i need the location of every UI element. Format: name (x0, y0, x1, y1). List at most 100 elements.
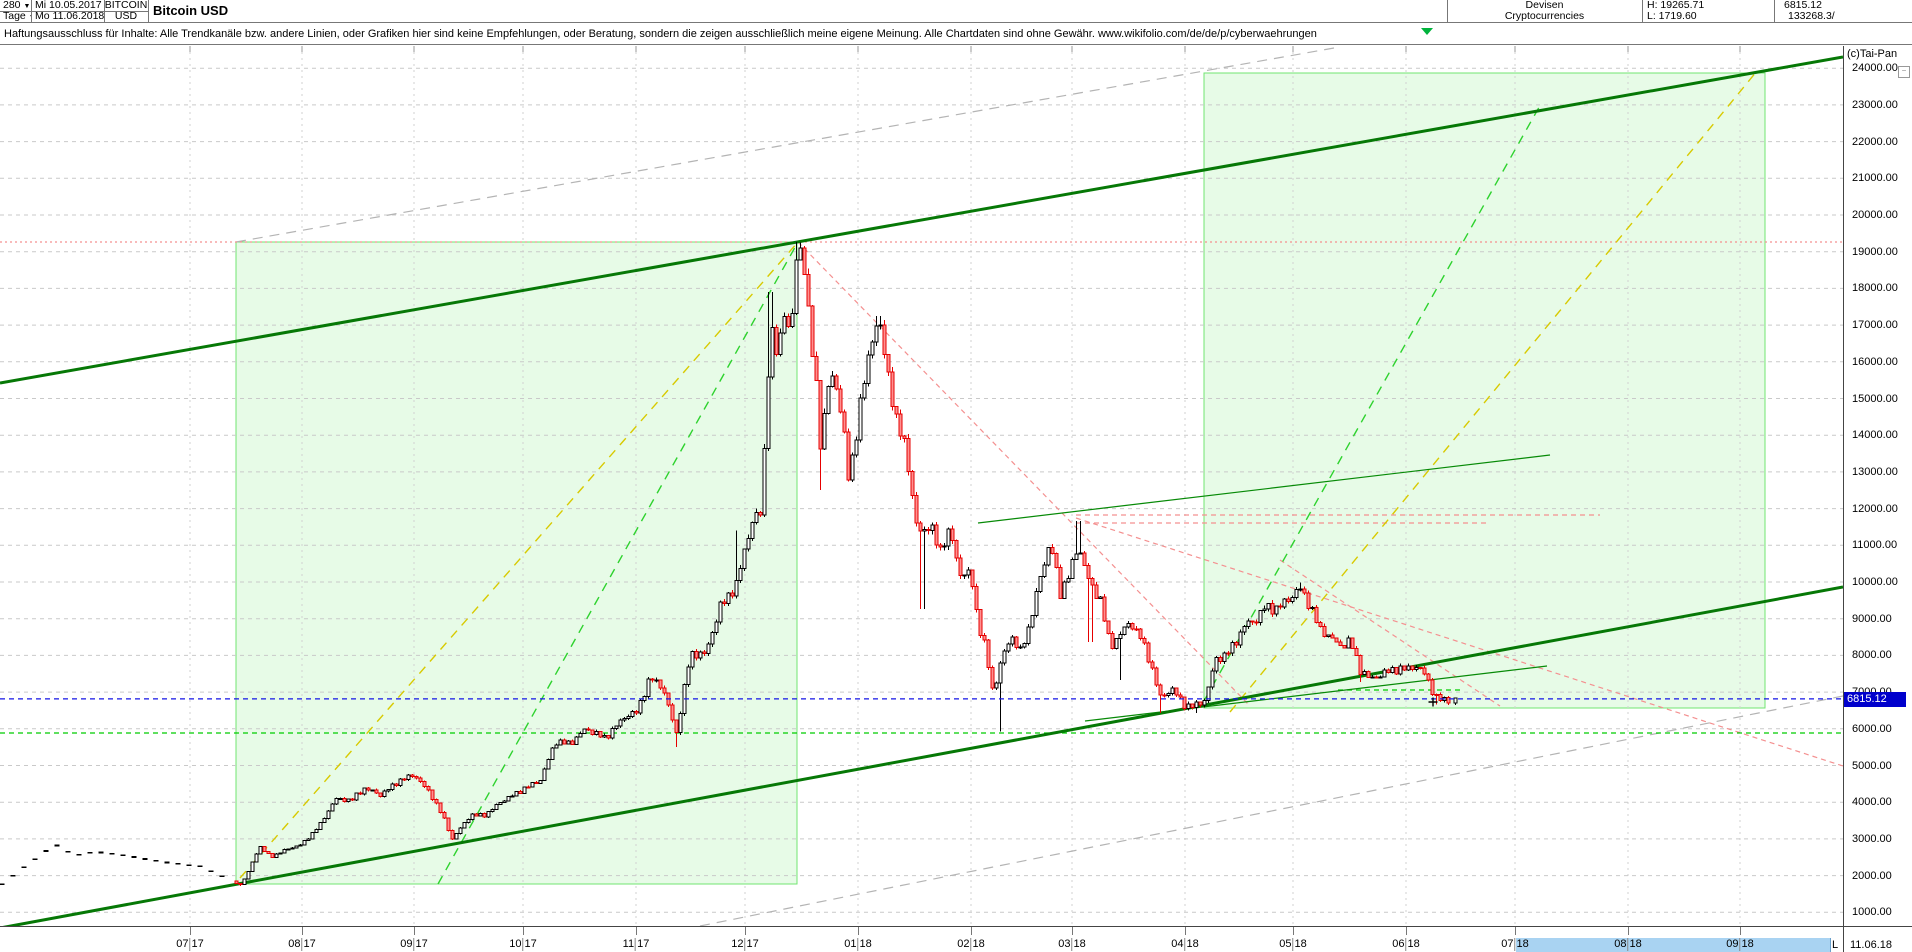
candle (998, 662, 1003, 684)
candle (1418, 666, 1423, 669)
doji-mark (131, 856, 137, 858)
chart-title: Bitcoin USD (153, 3, 229, 18)
axis-tick (1628, 927, 1629, 935)
candle (246, 870, 251, 880)
candle (298, 844, 303, 847)
doji-mark (10, 874, 16, 877)
candle (554, 744, 559, 749)
candle (350, 798, 355, 801)
candle (1370, 676, 1375, 679)
time-axis[interactable]: L 11.06.18 07 17 08 17 09 17 10 17 11 17 12 17 01 18 0… (0, 926, 1912, 952)
candle (1290, 596, 1295, 603)
axis-tick (745, 927, 746, 935)
candle (794, 259, 799, 315)
candle (1166, 693, 1171, 697)
candle (442, 811, 447, 819)
candle (818, 379, 823, 450)
candle (590, 729, 595, 735)
candle (570, 740, 575, 745)
candle (970, 569, 975, 587)
candle (922, 528, 927, 532)
candle (742, 548, 747, 570)
candle (766, 376, 771, 449)
candle (1022, 643, 1027, 648)
time-axis-label: 06 18 (1392, 938, 1420, 951)
candle (362, 787, 367, 795)
bars-count-dropdown[interactable]: 280 ▼ (3, 0, 31, 11)
green-fan-box1 (437, 241, 799, 885)
collapse-button[interactable]: − (1898, 66, 1910, 78)
candle (1018, 646, 1023, 649)
candle (802, 247, 807, 275)
mouse-cursor-crosshair (1428, 697, 1438, 707)
date-from-field[interactable]: Mi 10.05.2017 (35, 0, 102, 11)
candle (486, 811, 491, 818)
candle (1334, 637, 1339, 643)
currency-label: USD (114, 11, 138, 22)
candle (1058, 567, 1063, 599)
candle (1358, 654, 1363, 675)
candle (1138, 628, 1143, 640)
candle (1322, 625, 1327, 638)
candle (630, 710, 635, 717)
candle (1086, 565, 1091, 579)
candle (858, 397, 863, 441)
axis-tick (1406, 927, 1407, 935)
candle (1242, 625, 1247, 633)
candle (1214, 656, 1219, 672)
candle (722, 601, 727, 604)
candle (874, 325, 879, 343)
price-chart (0, 46, 1844, 930)
time-axis-label: 11 17 (622, 938, 650, 951)
candle (906, 437, 911, 472)
price-axis-label: 8000.00 (1852, 649, 1892, 662)
candle (306, 838, 311, 841)
candle (1014, 636, 1019, 648)
candle (518, 790, 523, 794)
chart-plot-area[interactable] (0, 46, 1844, 930)
candle (1094, 584, 1099, 600)
price-axis-label: 17000.00 (1852, 319, 1898, 332)
candle (402, 778, 407, 781)
candle (1346, 637, 1351, 649)
candle (810, 305, 815, 358)
candlesticks (0, 241, 1458, 886)
candle (646, 678, 651, 697)
candle (1230, 641, 1235, 654)
axis-tick (858, 927, 859, 935)
candle (1114, 638, 1119, 650)
price-axis-label: 15000.00 (1852, 392, 1898, 405)
axis-tick (1185, 927, 1186, 935)
time-axis-label: 10 17 (509, 938, 537, 951)
header-divider (0, 11, 148, 12)
candle (610, 727, 615, 739)
candle (1066, 578, 1071, 583)
candle (1366, 671, 1371, 678)
candle (334, 798, 339, 805)
axis-tick (302, 927, 303, 935)
price-axis-label: 2000.00 (1852, 869, 1892, 882)
candle (854, 439, 859, 456)
candle (450, 830, 455, 840)
doji-mark (32, 858, 38, 860)
candle (750, 521, 755, 539)
candle (1394, 667, 1399, 675)
price-axis-label: 19000.00 (1852, 245, 1898, 258)
candle (1262, 608, 1267, 611)
candle (278, 852, 283, 855)
candle (1194, 701, 1199, 708)
header-divider (148, 0, 149, 22)
candle (606, 734, 611, 739)
candle (1090, 577, 1095, 586)
candle (986, 639, 991, 669)
price-axis[interactable]: (c)Tai-Pan − 1000.00 2000.00 3000.00 4000.0… (1843, 46, 1912, 926)
timeframe-dropdown[interactable]: Tage ▼ (3, 11, 31, 23)
candle (574, 736, 579, 745)
doji-mark (76, 853, 82, 856)
candle (690, 650, 695, 668)
candle (982, 635, 987, 641)
axis-tick (971, 927, 972, 935)
date-to-field[interactable]: Mo 11.06.2018 (35, 11, 104, 22)
time-axis-label: 05 18 (1279, 938, 1307, 951)
axis-tick (523, 927, 524, 935)
